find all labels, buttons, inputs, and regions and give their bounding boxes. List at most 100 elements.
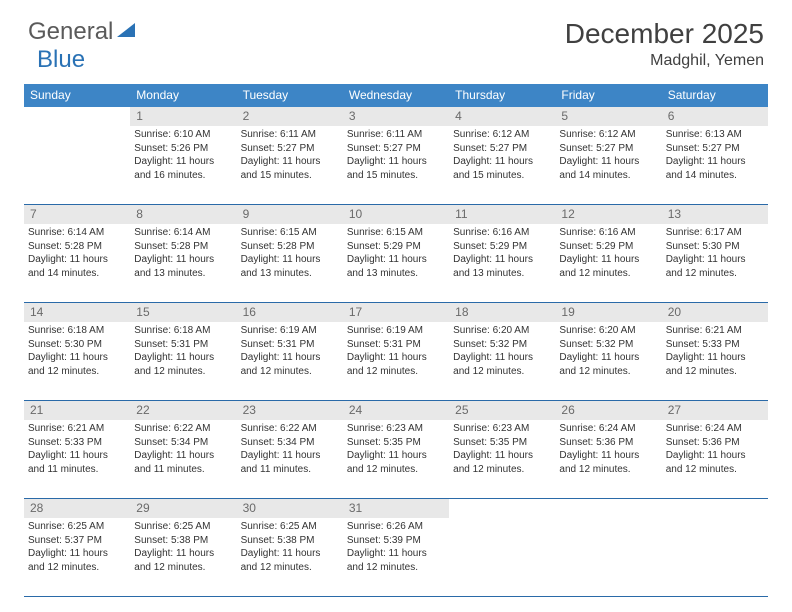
logo-text-general: General [28,18,113,46]
daynum-row: 123456 [24,107,768,126]
cell-text: Sunrise: 6:12 AMSunset: 5:27 PMDaylight:… [453,126,551,182]
daynum: 3 [343,107,449,126]
cell-text: Sunrise: 6:19 AMSunset: 5:31 PMDaylight:… [347,322,445,378]
calendar-cell: Sunrise: 6:20 AMSunset: 5:32 PMDaylight:… [449,322,555,400]
daynum: 8 [130,205,236,224]
calendar-cell: Sunrise: 6:11 AMSunset: 5:27 PMDaylight:… [343,126,449,204]
cells-row: Sunrise: 6:14 AMSunset: 5:28 PMDaylight:… [24,224,768,302]
cell-text: Sunrise: 6:24 AMSunset: 5:36 PMDaylight:… [666,420,764,476]
week-row: 78910111213Sunrise: 6:14 AMSunset: 5:28 … [24,205,768,303]
weekday-header: Saturday [662,84,768,107]
cell-text: Sunrise: 6:19 AMSunset: 5:31 PMDaylight:… [241,322,339,378]
daynum-row: 28293031 [24,499,768,518]
logo-text-blue-wrap: Blue [37,46,85,74]
daynum: 24 [343,401,449,420]
cell-text: Sunrise: 6:20 AMSunset: 5:32 PMDaylight:… [559,322,657,378]
cells-row: Sunrise: 6:25 AMSunset: 5:37 PMDaylight:… [24,518,768,596]
calendar-cell: Sunrise: 6:17 AMSunset: 5:30 PMDaylight:… [662,224,768,302]
calendar-cell: Sunrise: 6:15 AMSunset: 5:28 PMDaylight:… [237,224,343,302]
cell-text: Sunrise: 6:17 AMSunset: 5:30 PMDaylight:… [666,224,764,280]
daynum: 22 [130,401,236,420]
daynum: 27 [662,401,768,420]
calendar-cell: Sunrise: 6:25 AMSunset: 5:38 PMDaylight:… [130,518,236,596]
calendar-cell: Sunrise: 6:18 AMSunset: 5:30 PMDaylight:… [24,322,130,400]
daynum: 14 [24,303,130,322]
location: Madghil, Yemen [565,52,764,70]
cell-text: Sunrise: 6:15 AMSunset: 5:29 PMDaylight:… [347,224,445,280]
cell-text: Sunrise: 6:14 AMSunset: 5:28 PMDaylight:… [28,224,126,280]
cell-text: Sunrise: 6:18 AMSunset: 5:30 PMDaylight:… [28,322,126,378]
cell-text: Sunrise: 6:22 AMSunset: 5:34 PMDaylight:… [241,420,339,476]
week-row: 14151617181920Sunrise: 6:18 AMSunset: 5:… [24,303,768,401]
calendar-cell-empty [662,518,768,596]
daynum: 10 [343,205,449,224]
weekday-header: Wednesday [343,84,449,107]
cell-text: Sunrise: 6:11 AMSunset: 5:27 PMDaylight:… [347,126,445,182]
daynum-row: 21222324252627 [24,401,768,420]
daynum: 29 [130,499,236,518]
daynum: 23 [237,401,343,420]
cell-text: Sunrise: 6:24 AMSunset: 5:36 PMDaylight:… [559,420,657,476]
daynum-empty [24,107,130,126]
weekday-header: Monday [130,84,236,107]
calendar-cell: Sunrise: 6:26 AMSunset: 5:39 PMDaylight:… [343,518,449,596]
daynum: 15 [130,303,236,322]
week-row: 28293031Sunrise: 6:25 AMSunset: 5:37 PMD… [24,499,768,597]
daynum: 19 [555,303,661,322]
cell-text: Sunrise: 6:26 AMSunset: 5:39 PMDaylight:… [347,518,445,574]
daynum: 18 [449,303,555,322]
calendar-cell: Sunrise: 6:22 AMSunset: 5:34 PMDaylight:… [130,420,236,498]
calendar-cell: Sunrise: 6:22 AMSunset: 5:34 PMDaylight:… [237,420,343,498]
daynum: 20 [662,303,768,322]
weekday-header: Thursday [449,84,555,107]
cell-text: Sunrise: 6:21 AMSunset: 5:33 PMDaylight:… [666,322,764,378]
calendar-cell-empty [449,518,555,596]
daynum-empty [662,499,768,518]
calendar-cell: Sunrise: 6:19 AMSunset: 5:31 PMDaylight:… [237,322,343,400]
cell-text: Sunrise: 6:21 AMSunset: 5:33 PMDaylight:… [28,420,126,476]
daynum: 16 [237,303,343,322]
week-row: 21222324252627Sunrise: 6:21 AMSunset: 5:… [24,401,768,499]
daynum: 26 [555,401,661,420]
week-row: 123456Sunrise: 6:10 AMSunset: 5:26 PMDay… [24,107,768,205]
calendar-cell: Sunrise: 6:16 AMSunset: 5:29 PMDaylight:… [449,224,555,302]
calendar-cell: Sunrise: 6:19 AMSunset: 5:31 PMDaylight:… [343,322,449,400]
daynum-row: 14151617181920 [24,303,768,322]
calendar-cell: Sunrise: 6:13 AMSunset: 5:27 PMDaylight:… [662,126,768,204]
month-title: December 2025 [565,18,764,50]
daynum: 6 [662,107,768,126]
daynum: 13 [662,205,768,224]
calendar-cell: Sunrise: 6:23 AMSunset: 5:35 PMDaylight:… [343,420,449,498]
calendar-cell-empty [24,126,130,204]
cell-text: Sunrise: 6:13 AMSunset: 5:27 PMDaylight:… [666,126,764,182]
calendar-cell-empty [555,518,661,596]
daynum: 28 [24,499,130,518]
calendar-cell: Sunrise: 6:12 AMSunset: 5:27 PMDaylight:… [555,126,661,204]
calendar-cell: Sunrise: 6:14 AMSunset: 5:28 PMDaylight:… [24,224,130,302]
calendar: SundayMondayTuesdayWednesdayThursdayFrid… [24,84,768,597]
daynum-row: 78910111213 [24,205,768,224]
cell-text: Sunrise: 6:23 AMSunset: 5:35 PMDaylight:… [347,420,445,476]
cells-row: Sunrise: 6:21 AMSunset: 5:33 PMDaylight:… [24,420,768,498]
cells-row: Sunrise: 6:18 AMSunset: 5:30 PMDaylight:… [24,322,768,400]
calendar-cell: Sunrise: 6:25 AMSunset: 5:38 PMDaylight:… [237,518,343,596]
cell-text: Sunrise: 6:15 AMSunset: 5:28 PMDaylight:… [241,224,339,280]
logo: General [28,18,141,46]
daynum: 31 [343,499,449,518]
calendar-cell: Sunrise: 6:11 AMSunset: 5:27 PMDaylight:… [237,126,343,204]
cell-text: Sunrise: 6:22 AMSunset: 5:34 PMDaylight:… [134,420,232,476]
weekday-header: Friday [555,84,661,107]
cell-text: Sunrise: 6:10 AMSunset: 5:26 PMDaylight:… [134,126,232,182]
daynum: 5 [555,107,661,126]
cell-text: Sunrise: 6:20 AMSunset: 5:32 PMDaylight:… [453,322,551,378]
daynum: 4 [449,107,555,126]
calendar-cell: Sunrise: 6:21 AMSunset: 5:33 PMDaylight:… [24,420,130,498]
cells-row: Sunrise: 6:10 AMSunset: 5:26 PMDaylight:… [24,126,768,204]
calendar-cell: Sunrise: 6:16 AMSunset: 5:29 PMDaylight:… [555,224,661,302]
daynum: 21 [24,401,130,420]
daynum: 2 [237,107,343,126]
daynum: 9 [237,205,343,224]
cell-text: Sunrise: 6:25 AMSunset: 5:38 PMDaylight:… [241,518,339,574]
cell-text: Sunrise: 6:11 AMSunset: 5:27 PMDaylight:… [241,126,339,182]
weekday-header: Tuesday [237,84,343,107]
